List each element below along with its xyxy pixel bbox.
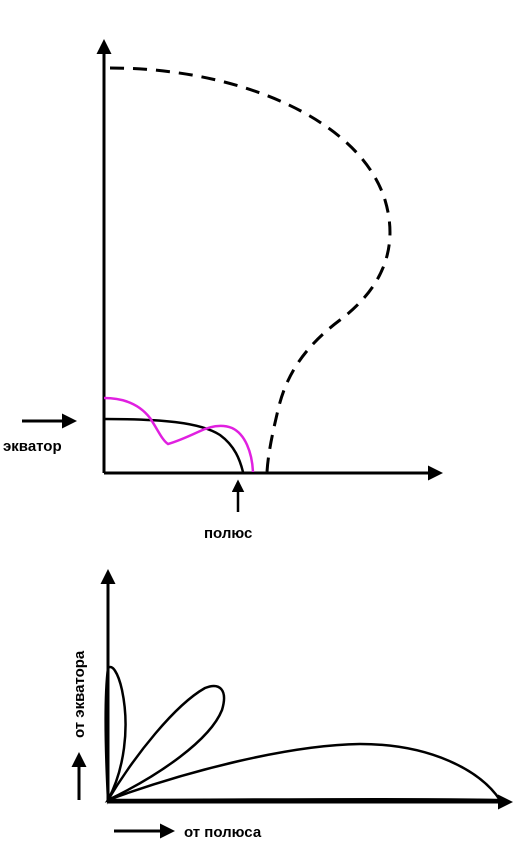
lobe-diagonal [104, 684, 226, 803]
pole-label: полюс [204, 525, 252, 542]
magenta-curve [103, 396, 255, 473]
lobe-horizontal [107, 742, 503, 802]
from-pole-label: от полюса [184, 824, 262, 841]
dashed-curve [109, 66, 392, 473]
black-solid-curve [103, 417, 245, 473]
lobe-vertical [104, 665, 127, 805]
top-diagram: экватор полюс [3, 39, 443, 542]
equator-label: экватор [3, 438, 62, 455]
from-equator-label: от экватора [71, 650, 88, 738]
bottom-diagram: от экватора от полюса [71, 569, 513, 841]
